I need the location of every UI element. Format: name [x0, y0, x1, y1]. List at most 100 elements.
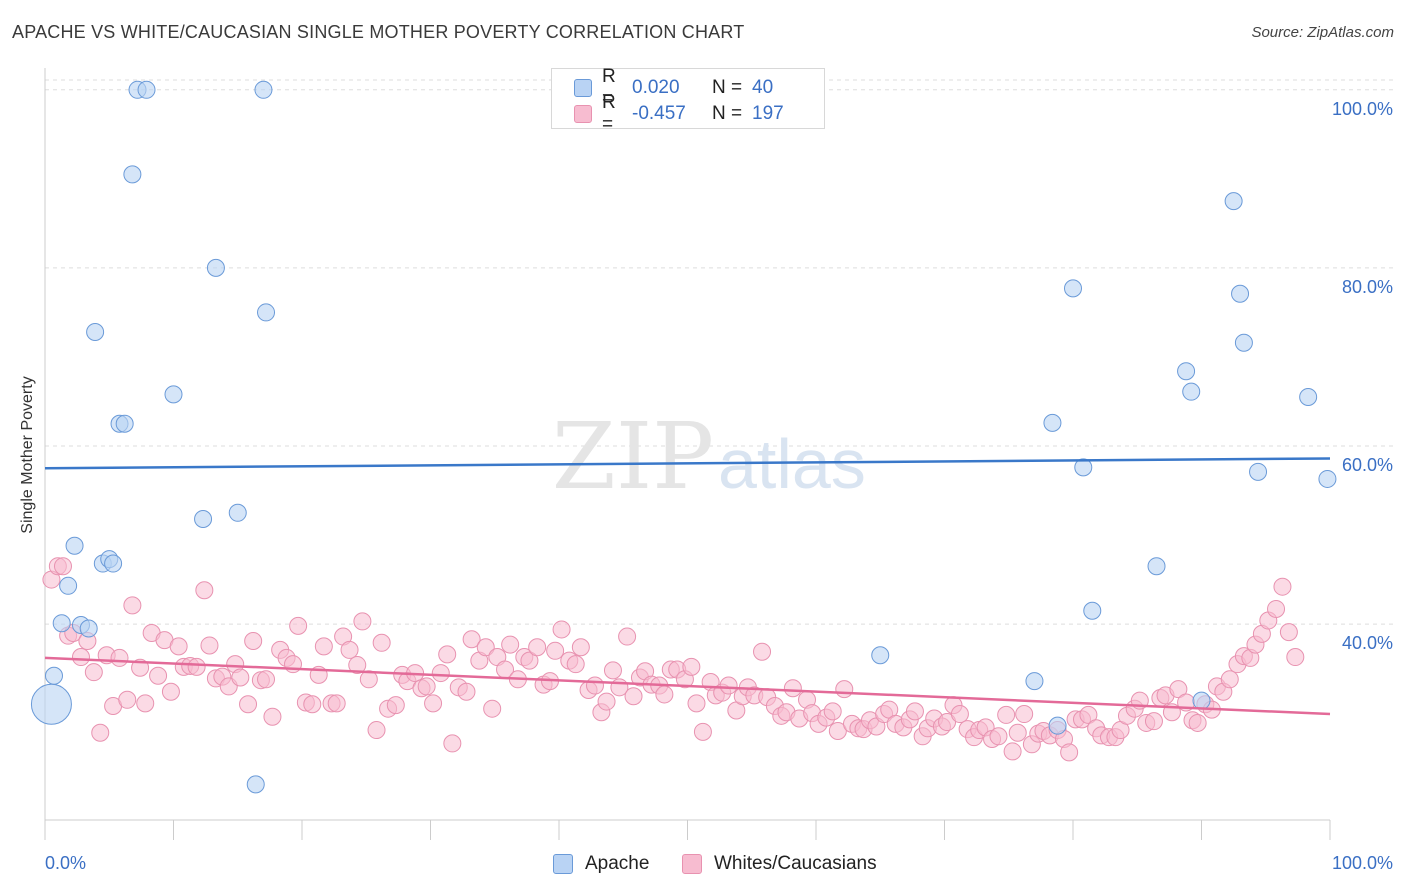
white-point: [950, 705, 969, 724]
apache-point: [164, 385, 183, 404]
white-point: [244, 632, 263, 651]
apache-point: [115, 414, 134, 433]
r-value: -0.457: [632, 103, 686, 124]
white-point: [835, 680, 854, 699]
white-point: [314, 637, 333, 656]
white-swatch: [682, 854, 702, 874]
white-point: [231, 668, 250, 687]
white-point: [719, 676, 738, 695]
apache-point: [1192, 691, 1211, 710]
white-point: [136, 694, 155, 713]
x-tick-label: 100.0%: [1332, 853, 1393, 873]
x-tick-label: 0.0%: [45, 853, 86, 873]
white-point: [1188, 713, 1207, 732]
apache-point: [79, 619, 98, 638]
apache-point: [86, 323, 105, 342]
white-point: [520, 651, 539, 670]
white-point: [528, 638, 547, 657]
gridlines: [45, 79, 1395, 625]
white-point: [161, 682, 180, 701]
white-point: [603, 661, 622, 680]
legend-label-white: Whites/Caucasians: [714, 853, 877, 874]
white-trend-line: [44, 656, 1331, 716]
white-point: [1286, 648, 1305, 667]
white-point: [1060, 743, 1079, 762]
apache-swatch: [553, 854, 573, 874]
n-value: 197: [752, 103, 784, 124]
white-point: [348, 656, 367, 675]
r-value: 0.020: [632, 77, 680, 98]
white-point: [552, 620, 571, 639]
n-label: N =: [712, 77, 743, 98]
apache-point: [257, 303, 276, 322]
apache-point: [1074, 458, 1093, 477]
white-point: [91, 723, 110, 742]
white-point: [303, 695, 322, 714]
y-tick-label: 80.0%: [1342, 277, 1393, 297]
white-point: [783, 679, 802, 698]
white-point: [753, 642, 772, 661]
white-point: [187, 657, 206, 676]
white-point: [566, 655, 585, 674]
white-point: [1273, 577, 1292, 596]
white-point: [200, 636, 219, 655]
white-point: [546, 641, 565, 660]
y-tick-label: 100.0%: [1332, 99, 1393, 119]
white-point: [1144, 712, 1163, 731]
white-point: [989, 727, 1008, 746]
white-point: [1279, 623, 1298, 642]
white-point: [693, 722, 712, 741]
white-point: [327, 694, 346, 713]
white-point: [457, 682, 476, 701]
apache-swatch: [574, 79, 592, 97]
white-point: [1267, 599, 1286, 618]
apache-point: [65, 536, 84, 555]
white-point: [424, 694, 443, 713]
apache-point: [123, 165, 142, 184]
apache-point: [206, 258, 225, 277]
apache-point: [246, 775, 265, 794]
white-point: [367, 721, 386, 740]
watermark: ZIP atlas: [552, 403, 866, 510]
n-label: N =: [712, 103, 743, 124]
white-point: [417, 677, 436, 696]
white-point: [682, 657, 701, 676]
watermark-zip: ZIP: [552, 403, 714, 510]
apache-point: [44, 666, 63, 685]
white-point: [1079, 705, 1098, 724]
apache-point: [1224, 192, 1243, 211]
white-point: [110, 648, 129, 667]
white-point: [353, 612, 372, 631]
white-point: [571, 638, 590, 657]
white-point: [624, 687, 643, 706]
legend-item-apache: Apache: [553, 852, 649, 876]
white-point: [169, 637, 188, 656]
trend-lines: [44, 457, 1331, 716]
chart-title: APACHE VS WHITE/CAUCASIAN SINGLE MOTHER …: [12, 22, 745, 42]
apache-point: [1182, 382, 1201, 401]
white-point: [239, 695, 258, 714]
white-point: [905, 702, 924, 721]
white-point: [1220, 670, 1239, 689]
white-point: [1003, 742, 1022, 761]
apache-point: [1083, 601, 1102, 620]
apache-point: [104, 554, 123, 573]
white-swatch: [574, 105, 592, 123]
white-point: [118, 690, 137, 709]
white-point: [263, 707, 282, 726]
white-point: [1008, 723, 1027, 742]
apache-point: [1318, 469, 1337, 488]
white-caucasian-points: [42, 557, 1305, 762]
apache-point: [52, 614, 71, 633]
white-point: [372, 633, 391, 652]
white-point: [823, 702, 842, 721]
white-point: [84, 663, 103, 682]
apache-trend-line: [44, 457, 1331, 470]
legend-item-white: Whites/Caucasians: [682, 852, 877, 876]
legend-label-apache: Apache: [585, 853, 650, 874]
white-point: [123, 596, 142, 615]
white-point: [462, 630, 481, 649]
apache-point: [59, 576, 78, 595]
apache-point: [1249, 462, 1268, 481]
